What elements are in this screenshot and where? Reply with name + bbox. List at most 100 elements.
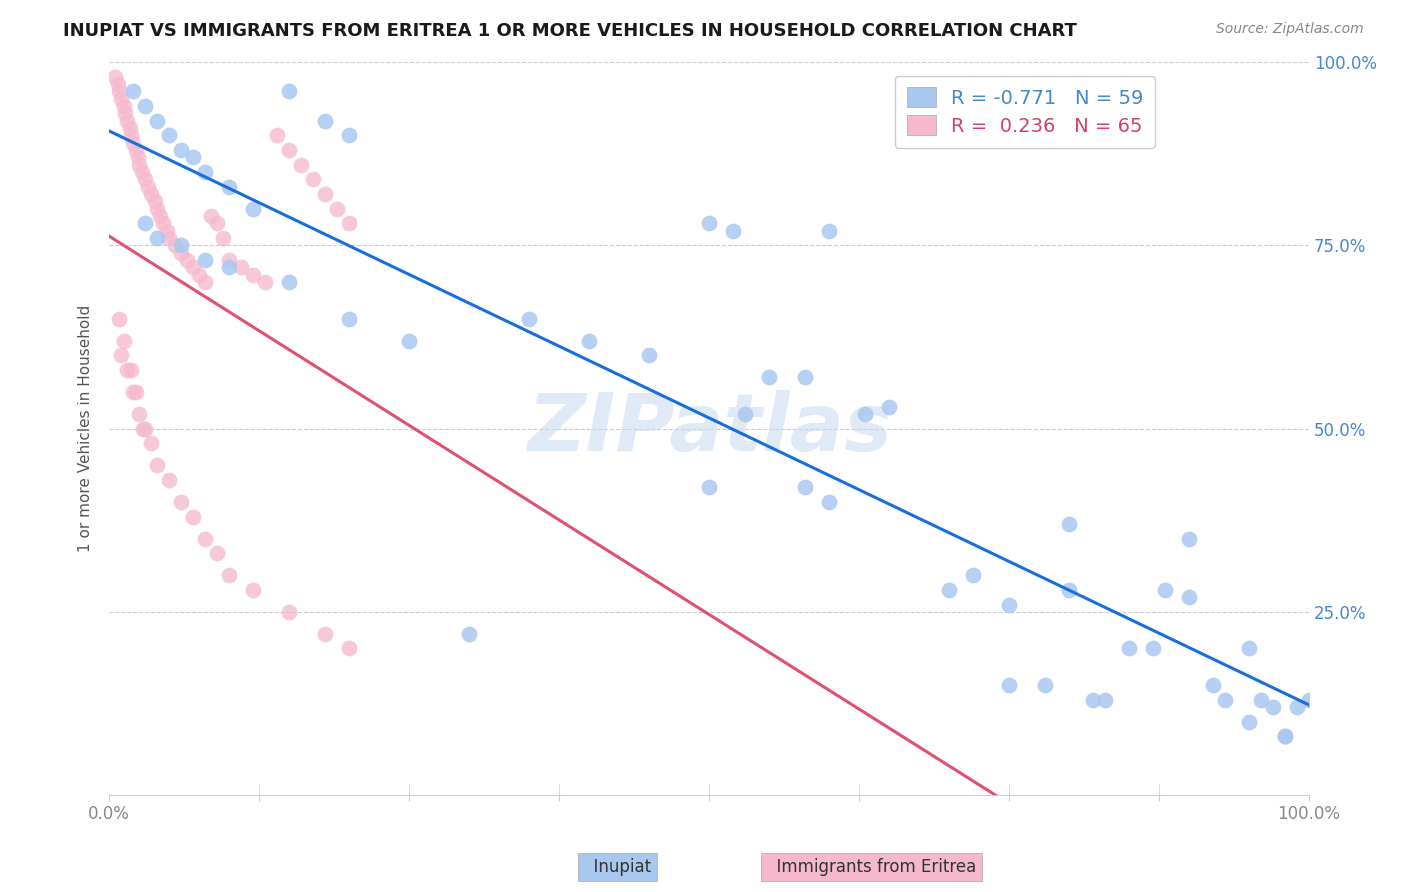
Point xyxy=(146,231,169,245)
Point xyxy=(110,92,132,106)
Point xyxy=(278,85,301,99)
Point xyxy=(242,202,264,216)
Point xyxy=(697,480,720,494)
Point xyxy=(143,194,166,209)
Point xyxy=(278,605,301,619)
Point xyxy=(107,77,129,91)
Point xyxy=(398,334,420,348)
Point xyxy=(200,209,222,223)
Text: Immigrants from Eritrea: Immigrants from Eritrea xyxy=(766,858,977,876)
Point xyxy=(141,436,163,450)
Point xyxy=(1250,693,1272,707)
Point xyxy=(326,202,349,216)
Point xyxy=(1118,641,1140,656)
Point xyxy=(794,480,817,494)
Point xyxy=(1081,693,1104,707)
Point xyxy=(254,275,277,289)
Point xyxy=(231,260,253,275)
Point xyxy=(165,238,187,252)
Point xyxy=(218,179,240,194)
Point xyxy=(337,641,360,656)
Point xyxy=(170,495,193,509)
Point xyxy=(194,253,217,268)
Point xyxy=(337,311,360,326)
Y-axis label: 1 or more Vehicles in Household: 1 or more Vehicles in Household xyxy=(79,305,93,552)
Point xyxy=(114,106,136,120)
Point xyxy=(458,627,481,641)
Point xyxy=(314,187,336,202)
Point xyxy=(194,275,217,289)
Point xyxy=(938,582,960,597)
Point xyxy=(998,678,1021,692)
Point xyxy=(194,165,217,179)
Point xyxy=(194,532,217,546)
Point xyxy=(122,136,145,150)
Point xyxy=(1142,641,1164,656)
Point xyxy=(146,458,169,473)
Point xyxy=(962,568,984,582)
Point xyxy=(278,275,301,289)
Point xyxy=(127,150,149,164)
Point xyxy=(157,473,180,487)
Point xyxy=(697,216,720,230)
Point xyxy=(266,128,288,143)
Point xyxy=(124,384,146,399)
Point xyxy=(176,253,198,268)
Point xyxy=(128,158,150,172)
Point xyxy=(337,216,360,230)
Point xyxy=(998,598,1021,612)
Point xyxy=(302,172,325,186)
Point xyxy=(149,209,172,223)
Point xyxy=(134,99,156,113)
Point xyxy=(146,202,169,216)
Point xyxy=(218,260,240,275)
Point xyxy=(124,143,146,157)
Point xyxy=(108,85,131,99)
Point xyxy=(314,627,336,641)
Point xyxy=(818,495,841,509)
Point xyxy=(110,348,132,362)
Point xyxy=(818,224,841,238)
Point xyxy=(136,179,159,194)
Point xyxy=(337,128,360,143)
Point xyxy=(134,216,156,230)
Point xyxy=(118,121,141,136)
Point xyxy=(181,260,204,275)
Point xyxy=(170,238,193,252)
Point xyxy=(1178,590,1201,604)
Legend: R = -0.771   N = 59, R =  0.236   N = 65: R = -0.771 N = 59, R = 0.236 N = 65 xyxy=(896,76,1156,148)
Point xyxy=(290,158,312,172)
Point xyxy=(1261,700,1284,714)
Point xyxy=(188,268,211,282)
Point xyxy=(1274,730,1296,744)
Point xyxy=(212,231,235,245)
Point xyxy=(120,363,142,377)
Point xyxy=(242,268,264,282)
Point xyxy=(157,128,180,143)
Point xyxy=(1237,714,1260,729)
Point xyxy=(122,384,145,399)
Text: ZIPatlas: ZIPatlas xyxy=(527,390,891,467)
Point xyxy=(517,311,540,326)
Point xyxy=(115,113,138,128)
Text: INUPIAT VS IMMIGRANTS FROM ERITREA 1 OR MORE VEHICLES IN HOUSEHOLD CORRELATION C: INUPIAT VS IMMIGRANTS FROM ERITREA 1 OR … xyxy=(63,22,1077,40)
Text: Source: ZipAtlas.com: Source: ZipAtlas.com xyxy=(1216,22,1364,37)
Point xyxy=(1057,516,1080,531)
Point xyxy=(218,568,240,582)
Point xyxy=(242,582,264,597)
Point xyxy=(794,370,817,384)
Point xyxy=(278,143,301,157)
Point xyxy=(1154,582,1177,597)
Point xyxy=(218,253,240,268)
Point xyxy=(181,150,204,164)
Point xyxy=(721,224,744,238)
Point xyxy=(157,231,180,245)
Point xyxy=(758,370,780,384)
Point xyxy=(1202,678,1225,692)
Point xyxy=(1274,730,1296,744)
Point xyxy=(134,421,156,435)
Point xyxy=(112,334,135,348)
Point xyxy=(1057,582,1080,597)
Point xyxy=(170,143,193,157)
Text: Inupiat: Inupiat xyxy=(583,858,651,876)
